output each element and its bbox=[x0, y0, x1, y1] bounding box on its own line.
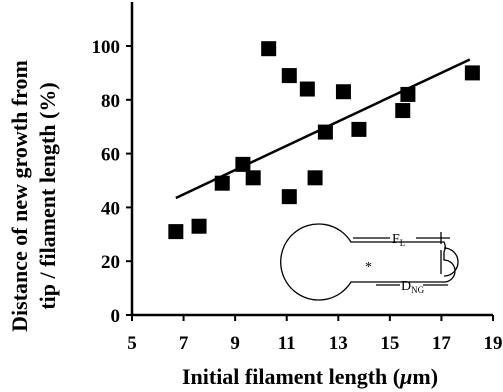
y-tick-label: 0 bbox=[111, 306, 121, 327]
y-tick-label: 20 bbox=[101, 252, 120, 273]
y-tick-label: 80 bbox=[101, 91, 120, 112]
data-point bbox=[395, 103, 411, 119]
x-axis-ticks: 5 7 9 11 13 15 17 19 bbox=[127, 315, 503, 354]
data-point bbox=[307, 170, 323, 186]
inset-filament-tip bbox=[443, 247, 459, 277]
data-point bbox=[464, 65, 480, 81]
x-tick-label: 11 bbox=[278, 333, 296, 354]
data-points bbox=[168, 41, 480, 240]
inset-fl-label: FL bbox=[392, 232, 405, 248]
y-tick-label: 60 bbox=[101, 145, 120, 166]
data-point bbox=[214, 175, 230, 191]
data-point bbox=[168, 224, 184, 240]
plot-area bbox=[130, 2, 493, 317]
y-axis-title-line1: Distance of new growth from bbox=[7, 60, 32, 332]
data-point bbox=[351, 121, 367, 137]
inset-asterisk: * bbox=[365, 260, 372, 275]
x-tick-label: 15 bbox=[380, 333, 399, 354]
data-point bbox=[400, 86, 416, 102]
x-tick-label: 5 bbox=[127, 333, 137, 354]
x-tick-label: 9 bbox=[230, 333, 240, 354]
y-tick-label: 100 bbox=[92, 37, 121, 58]
data-point bbox=[245, 170, 261, 186]
y-axis-title: Distance of new growth from tip / filame… bbox=[7, 60, 60, 332]
x-tick-label: 17 bbox=[432, 333, 452, 354]
data-point bbox=[191, 218, 207, 234]
inset-diagram: FL DNG * bbox=[280, 223, 459, 301]
data-point bbox=[235, 156, 251, 172]
inset-filament-outline bbox=[280, 223, 456, 301]
data-point bbox=[317, 124, 333, 140]
y-tick-label: 40 bbox=[101, 198, 120, 219]
y-axis-title-line2: tip / filament length (%) bbox=[35, 82, 60, 309]
x-tick-label: 19 bbox=[484, 333, 503, 354]
data-point bbox=[299, 81, 315, 97]
data-point bbox=[261, 41, 277, 57]
data-point bbox=[281, 189, 297, 205]
y-axis-ticks: 0 20 40 60 80 100 bbox=[92, 37, 132, 327]
x-axis-title: Initial filament length (μm) bbox=[182, 364, 438, 389]
data-point bbox=[281, 68, 297, 84]
x-tick-label: 7 bbox=[179, 333, 189, 354]
x-tick-label: 13 bbox=[329, 333, 348, 354]
data-point bbox=[335, 84, 351, 100]
inset-dng-label: DNG bbox=[401, 279, 425, 295]
